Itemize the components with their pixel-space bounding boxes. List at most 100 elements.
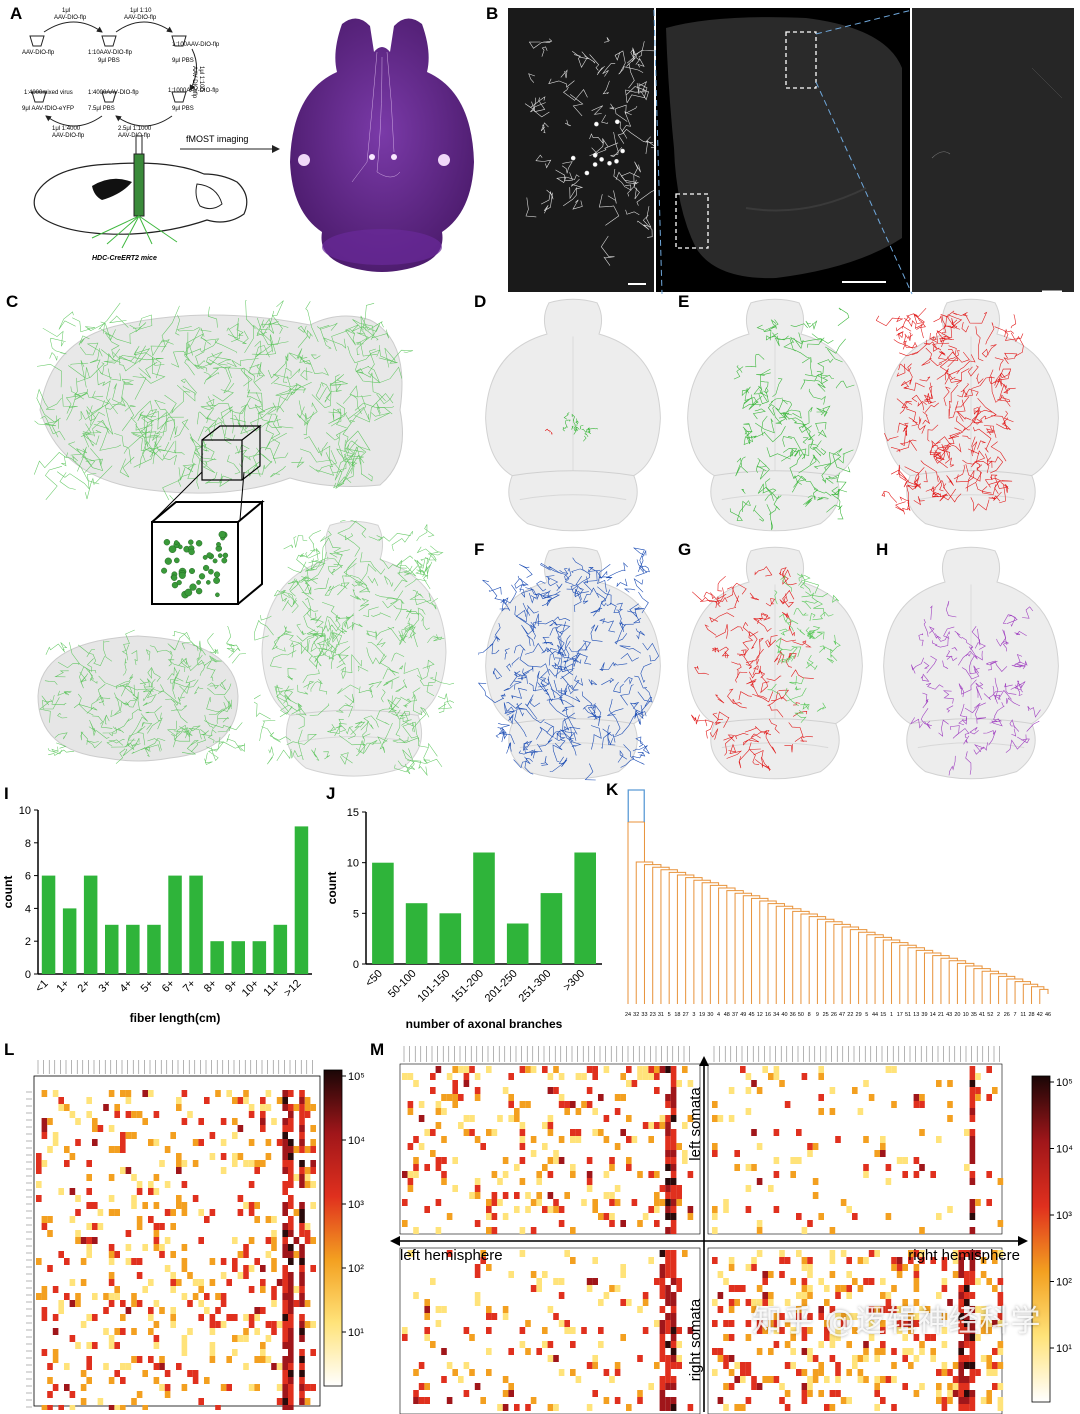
heat-cell — [969, 1150, 976, 1157]
heat-cell — [784, 1404, 791, 1411]
heat-cell — [818, 1369, 824, 1376]
heat-cell — [508, 1390, 514, 1397]
heat-cell — [536, 1278, 542, 1285]
heat-cell — [514, 1115, 520, 1122]
heat-cell — [75, 1195, 81, 1202]
heat-cell — [519, 1157, 526, 1164]
heat-cell — [288, 1328, 294, 1335]
heat-cell — [824, 1285, 830, 1292]
heat-cell — [299, 1370, 305, 1377]
heat-cell — [248, 1286, 255, 1293]
soma-dot — [195, 587, 203, 595]
brain-dorsal-all-neurons — [254, 520, 454, 777]
heat-cell — [463, 1327, 470, 1334]
heat-cell — [598, 1094, 604, 1101]
heat-cell — [271, 1237, 277, 1244]
heat-cell — [659, 1278, 666, 1285]
dendrogram-link — [874, 936, 893, 1004]
heat-cell — [840, 1320, 847, 1327]
heat-cell — [260, 1160, 266, 1167]
heat-cell — [723, 1362, 729, 1369]
heat-cell — [282, 1118, 288, 1125]
heat-cell — [958, 1292, 964, 1299]
heat-cell — [64, 1293, 70, 1300]
heat-cell — [288, 1090, 294, 1097]
heat-cell — [299, 1118, 305, 1125]
soma-dot — [171, 574, 178, 581]
heat-cell — [654, 1073, 660, 1080]
leaf-label: 33 — [641, 1012, 647, 1018]
heat-cell — [536, 1199, 542, 1206]
heat-cell — [530, 1397, 537, 1404]
heat-cell — [631, 1080, 638, 1087]
heat-cell — [502, 1376, 509, 1383]
heat-cell — [614, 1362, 621, 1369]
heat-cell — [271, 1265, 277, 1272]
heat-cell — [282, 1272, 288, 1279]
heat-cell — [801, 1334, 808, 1341]
heat-cell — [424, 1306, 430, 1313]
heat-cell — [756, 1348, 763, 1355]
heat-cell — [288, 1307, 294, 1314]
heat-cell — [108, 1279, 115, 1286]
heat-cell — [665, 1199, 671, 1206]
heat-cell — [41, 1223, 48, 1230]
heat-cell — [642, 1066, 649, 1073]
heat-cell — [779, 1313, 785, 1320]
heat-cell — [304, 1223, 311, 1230]
heat-cell — [176, 1097, 182, 1104]
heat-cell — [407, 1073, 414, 1080]
heat-cell — [654, 1362, 660, 1369]
heat-cell — [486, 1206, 492, 1213]
heat-cell — [441, 1157, 447, 1164]
heat-cell — [603, 1397, 610, 1404]
heat-cell — [670, 1108, 677, 1115]
leaf-label: 42 — [1037, 1012, 1043, 1018]
heat-cell — [446, 1397, 453, 1404]
heat-cell — [232, 1335, 238, 1342]
heat-cell — [547, 1192, 554, 1199]
heat-cell — [745, 1334, 752, 1341]
heat-cell — [36, 1153, 42, 1160]
heat-cell — [209, 1209, 216, 1216]
heat-cell — [299, 1146, 305, 1153]
heat-cell — [536, 1178, 542, 1185]
heat-cell — [952, 1250, 959, 1257]
heat-cell — [891, 1101, 897, 1108]
heat-cell — [114, 1111, 120, 1118]
leaf-label: 44 — [872, 1012, 878, 1018]
heat-cell — [728, 1306, 735, 1313]
heat-cell — [58, 1188, 64, 1195]
panel-label-f: F — [474, 540, 485, 559]
heat-cell — [997, 1341, 1004, 1348]
heat-cell — [424, 1313, 430, 1320]
heat-cell — [586, 1171, 593, 1178]
heat-cell — [784, 1257, 791, 1264]
heat-cell — [36, 1195, 42, 1202]
heat-cell — [304, 1174, 311, 1181]
heat-cell — [525, 1206, 531, 1213]
heat-cell — [486, 1264, 492, 1271]
heat-cell — [491, 1129, 498, 1136]
heat-cell — [282, 1286, 288, 1293]
tube4-label: 1:1000AAV-DIO-flp — [168, 88, 219, 94]
heat-cell — [463, 1129, 470, 1136]
heat-cell — [103, 1104, 109, 1111]
heat-cell — [52, 1349, 59, 1356]
heat-cell — [626, 1164, 632, 1171]
heat-cell — [237, 1272, 244, 1279]
heat-cell — [86, 1314, 92, 1321]
soma-dot — [171, 581, 179, 589]
heat-cell — [762, 1376, 768, 1383]
heat-cell — [288, 1202, 294, 1209]
heat-cell — [69, 1188, 76, 1195]
heat-cell — [243, 1097, 249, 1104]
panel-label-k: K — [606, 780, 619, 799]
heat-cell — [120, 1363, 126, 1370]
heat-cell — [299, 1125, 305, 1132]
dendrogram-link — [956, 962, 975, 1004]
heat-cell — [913, 1320, 920, 1327]
heat-cell — [642, 1213, 649, 1220]
heat-cell — [120, 1090, 126, 1097]
heat-cell — [734, 1362, 740, 1369]
